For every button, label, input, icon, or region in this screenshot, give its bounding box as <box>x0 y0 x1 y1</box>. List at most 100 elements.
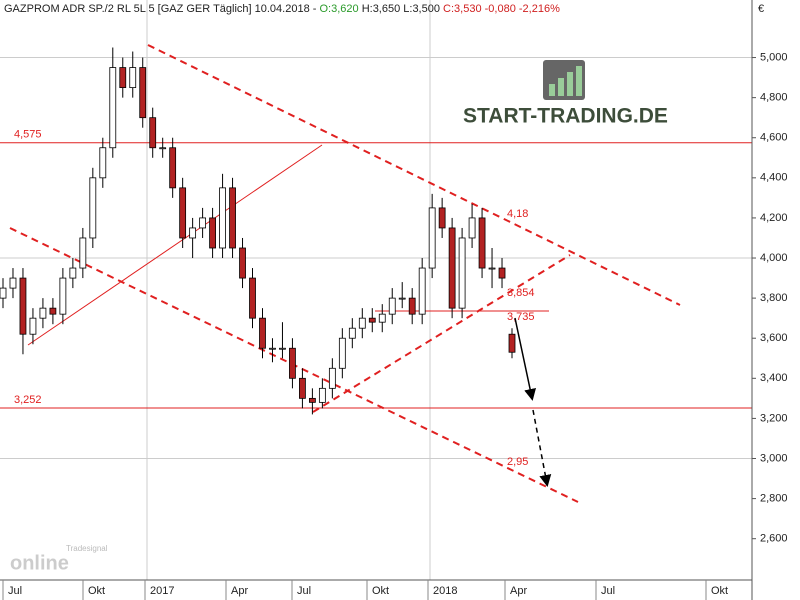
logo-icon <box>549 84 555 96</box>
candle-body <box>69 267 77 279</box>
candle-body <box>468 217 476 239</box>
x-tick-label: Apr <box>231 585 248 597</box>
candle-body <box>289 347 296 379</box>
candle-body <box>229 187 236 249</box>
candle-body <box>388 297 396 315</box>
header: GAZPROM ADR SP./2 RL 5L 5 [GAZ GER Tägli… <box>4 3 560 15</box>
y-tick-label: 3,000 <box>760 452 788 464</box>
source-brand: Tradesignal <box>66 544 108 553</box>
candle-body <box>239 247 246 279</box>
candle-body <box>219 187 226 249</box>
y-tick-label: 4,800 <box>760 92 788 104</box>
candle-body <box>79 237 87 269</box>
candle-body <box>338 337 346 369</box>
candle-body <box>129 67 137 89</box>
candle-body <box>358 317 366 329</box>
candle-body <box>308 397 316 403</box>
candle-body <box>9 277 17 289</box>
annotation: 3,735 <box>507 311 535 323</box>
y-tick-label: 3,600 <box>760 332 788 344</box>
y-tick-label: 4,600 <box>760 132 788 144</box>
y-tick-label: 2,600 <box>760 533 788 545</box>
candle-body <box>418 267 426 315</box>
candle-body <box>249 277 256 319</box>
y-tick-label: 4,000 <box>760 252 788 264</box>
candle-body <box>19 277 27 335</box>
candles <box>0 47 516 415</box>
trend-line <box>312 254 571 413</box>
trend-line <box>147 44 681 306</box>
x-tick-label: Okt <box>711 585 728 597</box>
logo-icon <box>567 72 573 96</box>
candle-body <box>438 207 446 229</box>
candle-body <box>89 177 97 239</box>
x-tick-label: Jul <box>8 585 22 597</box>
candle-body <box>189 227 197 239</box>
level-label: 4,575 <box>14 129 42 141</box>
logo-icon <box>558 78 564 96</box>
y-tick-label: 5,000 <box>760 51 788 63</box>
arrow <box>514 317 536 401</box>
candle-body <box>49 307 57 315</box>
header-title: GAZPROM ADR SP./2 RL 5L 5 [GAZ GER Tägli… <box>4 3 317 15</box>
x-tick-label: Jul <box>297 585 311 597</box>
candle-body <box>59 277 67 315</box>
candle-body <box>299 377 306 399</box>
y-tick-label: 2,800 <box>760 493 788 505</box>
candle-body <box>328 367 336 389</box>
candle-body <box>199 217 207 229</box>
y-tick-label: 4,200 <box>760 212 788 224</box>
logo: START-TRADING.DE <box>463 60 668 128</box>
y-tick-label: 3,200 <box>760 412 788 424</box>
header-open: O:3,620 <box>319 3 358 15</box>
trend-line <box>27 144 323 346</box>
grid <box>0 0 752 580</box>
candle-body <box>408 297 416 315</box>
candle-body <box>488 267 496 270</box>
candle-body <box>378 313 386 323</box>
x-tick-label: Apr <box>510 585 527 597</box>
candle-body <box>39 307 47 319</box>
candle-body <box>279 347 286 350</box>
candle-body <box>428 207 436 269</box>
logo-text: START-TRADING.DE <box>463 105 668 128</box>
plot-area <box>0 0 752 580</box>
x-tick-label: Okt <box>88 585 105 597</box>
x-tick-label: 2018 <box>433 585 457 597</box>
candle-body <box>398 297 406 300</box>
candle-body <box>179 187 187 239</box>
candle-body <box>368 317 376 323</box>
axes: 2,600 2,800 3,000 3,200 3,400 3,600 3,800 4,000… <box>2 51 788 600</box>
y-tick-label: 3,800 <box>760 292 788 304</box>
header-close: C:3,530 -0,080 -2,216% <box>443 3 560 15</box>
candle-body <box>0 287 7 299</box>
annotation: 2,95 <box>507 456 528 468</box>
candle-body <box>458 237 466 309</box>
logo-icon <box>576 66 582 96</box>
y-tick-label: 3,400 <box>760 372 788 384</box>
candle-body <box>99 147 107 179</box>
candle-body <box>159 147 167 150</box>
arrow <box>532 409 552 487</box>
x-tick-label: 2017 <box>150 585 174 597</box>
candle-body <box>478 217 486 269</box>
level-label: 3,252 <box>14 394 42 406</box>
candle-body <box>269 347 276 350</box>
x-tick-label: Jul <box>601 585 615 597</box>
candle-body <box>29 317 37 335</box>
candle-body <box>508 333 516 353</box>
candle-body <box>259 317 266 349</box>
currency: € <box>758 3 764 15</box>
annotation: 4,18 <box>507 208 528 220</box>
source-word: online <box>10 552 69 574</box>
candle-body <box>209 217 216 249</box>
annotation: 3,854 <box>507 287 535 299</box>
header-high-low: H:3,650 L:3,500 <box>362 3 440 15</box>
candle-body <box>149 117 157 149</box>
y-tick-label: 4,400 <box>760 172 788 184</box>
x-tick-label: Okt <box>372 585 389 597</box>
candle-body <box>348 327 356 339</box>
candle-body <box>169 147 177 189</box>
source-logo: Tradesignal online <box>10 544 108 574</box>
